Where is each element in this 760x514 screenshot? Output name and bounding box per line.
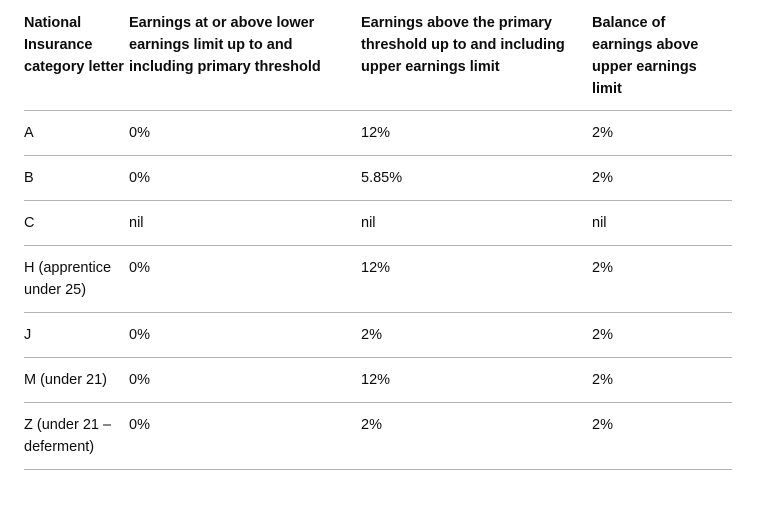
header-upper-balance: Balance of earnings above upper earnings… [592,12,732,111]
cell-category: B [24,155,129,201]
ni-rates-table: National Insurance category letter Earni… [24,12,732,470]
header-row: National Insurance category letter Earni… [24,12,732,111]
cell-main-rate: 2% [361,312,592,358]
cell-lower-rate: 0% [129,312,361,358]
cell-category: C [24,200,129,246]
cell-lower-rate: 0% [129,245,361,313]
cell-lower-rate: 0% [129,155,361,201]
cell-lower-rate: 0% [129,357,361,403]
cell-upper-rate: 2% [592,402,732,470]
cell-category: M (under 21) [24,357,129,403]
header-lower-earnings: Earnings at or above lower earnings limi… [129,12,361,111]
header-primary-threshold: Earnings above the primary threshold up … [361,12,592,111]
cell-main-rate: 12% [361,245,592,313]
cell-lower-rate: 0% [129,402,361,470]
cell-upper-rate: nil [592,200,732,246]
header-category-letter: National Insurance category letter [24,12,129,111]
cell-main-rate: 2% [361,402,592,470]
cell-upper-rate: 2% [592,155,732,201]
cell-category: A [24,110,129,156]
cell-category: Z (under 21 – deferment) [24,402,129,470]
cell-lower-rate: 0% [129,110,361,156]
cell-upper-rate: 2% [592,245,732,313]
cell-main-rate: 12% [361,110,592,156]
cell-category: H (apprentice under 25) [24,245,129,313]
cell-category: J [24,312,129,358]
cell-main-rate: 5.85% [361,155,592,201]
table-row: A 0% 12% 2% [24,110,732,156]
table-row: B 0% 5.85% 2% [24,155,732,201]
table-row: C nil nil nil [24,200,732,246]
table-row: M (under 21) 0% 12% 2% [24,357,732,403]
cell-main-rate: 12% [361,357,592,403]
cell-upper-rate: 2% [592,357,732,403]
table-header: National Insurance category letter Earni… [24,12,732,111]
cell-main-rate: nil [361,200,592,246]
cell-upper-rate: 2% [592,110,732,156]
table-row: H (apprentice under 25) 0% 12% 2% [24,245,732,313]
table-row: J 0% 2% 2% [24,312,732,358]
table-row: Z (under 21 – deferment) 0% 2% 2% [24,402,732,470]
cell-upper-rate: 2% [592,312,732,358]
table-body: A 0% 12% 2% B 0% 5.85% 2% C nil nil nil … [24,110,732,470]
cell-lower-rate: nil [129,200,361,246]
